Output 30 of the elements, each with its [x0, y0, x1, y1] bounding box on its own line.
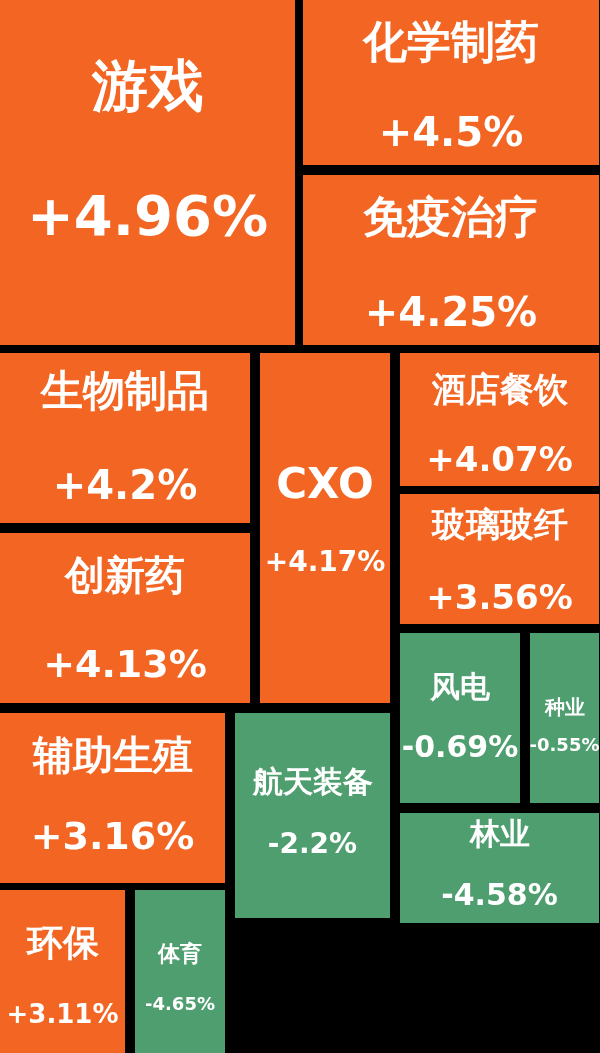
category-label: 酒店餐饮 [430, 368, 569, 409]
category-label: 体育 [157, 941, 202, 966]
data-label: +3.16% [30, 813, 195, 858]
category-label: 化学制药 [362, 16, 539, 67]
data-label: +4.25% [364, 289, 538, 335]
data-label: +4.2% [52, 462, 198, 508]
category-label: 辅助生殖 [31, 732, 193, 778]
category-label: 创新药 [64, 552, 185, 598]
data-label: +3.56% [426, 576, 573, 617]
data-label: +4.07% [426, 438, 573, 479]
data-label: -4.65% [145, 993, 215, 1014]
data-label: +4.13% [43, 641, 207, 686]
data-label: -4.58% [441, 876, 558, 912]
category-label: CXO [276, 458, 374, 508]
data-label: +4.96% [26, 183, 269, 249]
data-label: +3.11% [6, 998, 119, 1029]
data-label: +4.17% [264, 545, 386, 578]
data-label: -2.2% [267, 827, 358, 860]
category-label: 林业 [467, 815, 530, 851]
category-label: 游戏 [90, 53, 204, 119]
category-label: 风电 [429, 668, 491, 704]
data-label: -0.69% [401, 728, 519, 764]
data-label: -0.55% [529, 734, 600, 755]
category-label: 种业 [543, 694, 585, 719]
category-label: 玻璃玻纤 [430, 503, 568, 544]
category-label: 生物制品 [39, 365, 209, 415]
category-label: 环保 [24, 922, 100, 963]
category-label: 免疫治疗 [363, 191, 539, 242]
data-label: +4.5% [378, 109, 524, 155]
category-label: 航天装备 [251, 763, 373, 799]
